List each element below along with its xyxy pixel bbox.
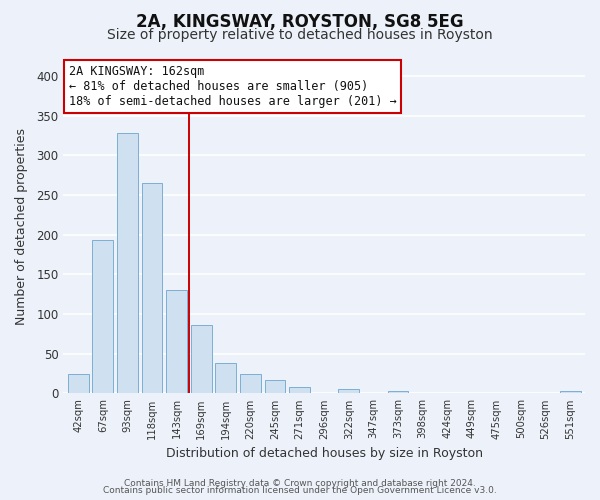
Bar (92, 240, 113, 394)
Bar (142, 183, 163, 394)
Bar (68, 374, 89, 394)
Text: 2A, KINGSWAY, ROYSTON, SG8 5EG: 2A, KINGSWAY, ROYSTON, SG8 5EG (136, 12, 464, 30)
Text: Contains public sector information licensed under the Open Government Licence v3: Contains public sector information licen… (103, 486, 497, 495)
Bar (338, 390, 359, 394)
Y-axis label: Number of detached properties: Number of detached properties (15, 128, 28, 325)
Bar (240, 374, 261, 394)
Bar (560, 391, 581, 394)
Bar (191, 325, 212, 394)
Text: Size of property relative to detached houses in Royston: Size of property relative to detached ho… (107, 28, 493, 42)
Text: 2A KINGSWAY: 162sqm
← 81% of detached houses are smaller (905)
18% of semi-detac: 2A KINGSWAY: 162sqm ← 81% of detached ho… (68, 65, 397, 108)
Bar (265, 380, 286, 394)
Text: Contains HM Land Registry data © Crown copyright and database right 2024.: Contains HM Land Registry data © Crown c… (124, 478, 476, 488)
X-axis label: Distribution of detached houses by size in Royston: Distribution of detached houses by size … (166, 447, 483, 460)
Bar (289, 387, 310, 394)
Bar (166, 290, 187, 394)
Bar (117, 133, 138, 394)
Bar (388, 391, 409, 394)
Bar (215, 364, 236, 394)
